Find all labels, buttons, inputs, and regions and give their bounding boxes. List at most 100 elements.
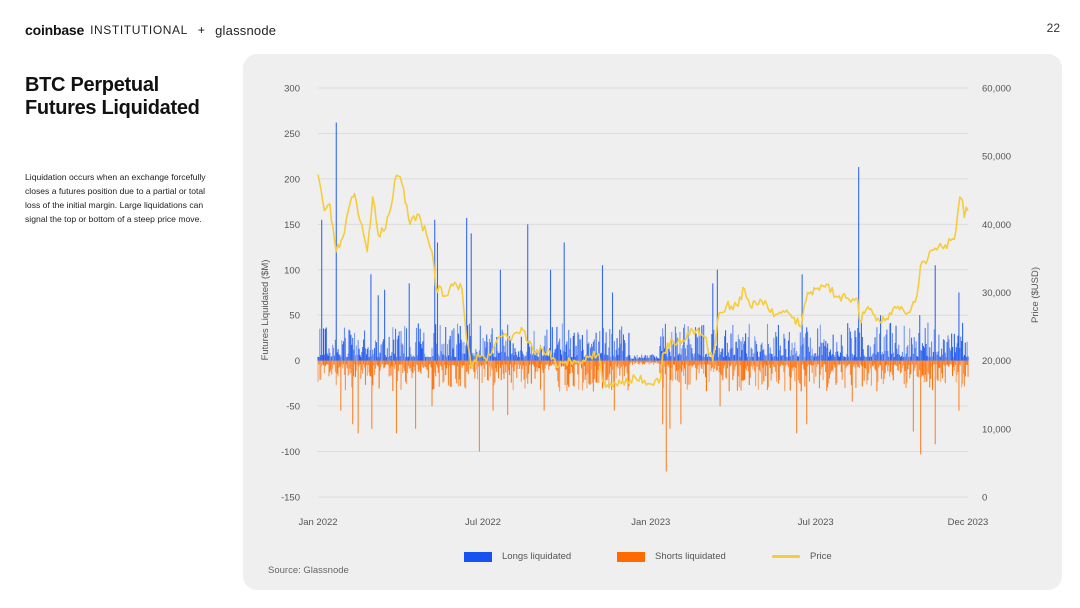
y-tick-label: -150 [281,493,300,504]
shorts-bar [330,360,332,371]
shorts-bar [351,360,353,388]
shorts-bar [541,360,543,371]
shorts-bar [962,360,964,384]
longs-bar [772,357,774,361]
longs-bar [579,339,581,361]
shorts-bar [910,360,912,375]
shorts-bar [642,360,645,364]
shorts-bar [379,360,381,371]
longs-bar [334,339,336,361]
shorts-bar [859,360,861,369]
longs-bar [810,355,812,361]
longs-bar [859,332,861,361]
longs-bar [491,328,493,361]
longs-bar [906,346,908,361]
longs-bar [400,331,402,361]
longs-bar [788,331,790,361]
shorts-bar [384,360,387,365]
longs-bar [450,356,452,361]
shorts-bar [810,360,812,366]
shorts-bar [796,360,798,434]
shorts-bar [955,360,957,383]
shorts-bar [956,360,958,375]
longs-bar [879,315,882,361]
longs-bar [428,357,430,361]
longs-bar [474,356,476,361]
shorts-bar [482,360,484,365]
longs-bar [325,327,327,361]
longs-bar [477,356,480,361]
shorts-bar [652,360,654,363]
shorts-bar [374,360,377,369]
longs-bar [654,358,656,361]
shorts-bar [591,360,594,383]
longs-bar [916,355,918,361]
longs-bar [571,356,573,361]
shorts-bar [424,360,426,367]
shorts-bar [542,360,544,374]
longs-bar [621,350,624,361]
shorts-bar [446,360,448,369]
longs-bar [419,328,421,361]
shorts-bar [499,360,501,368]
longs-bar [867,345,869,361]
longs-bar [614,356,616,361]
longs-bar [399,356,401,361]
shorts-bar [518,360,520,365]
longs-bar [918,332,920,361]
longs-bar [807,346,810,361]
longs-bar [539,349,541,361]
longs-bar [691,348,693,361]
longs-bar [877,351,879,361]
shorts-bar [321,360,323,367]
longs-bar [629,355,631,361]
shorts-bar [326,360,328,365]
longs-bar [809,337,811,361]
longs-bar [761,342,763,361]
longs-bar [688,338,690,361]
shorts-bar [363,360,366,368]
longs-bar [560,354,563,361]
longs-bar [915,341,917,361]
longs-bar [963,354,965,361]
longs-bar [748,323,750,361]
shorts-bar [937,360,939,381]
longs-bars [317,122,969,361]
shorts-bar [435,360,437,377]
shorts-bar [900,360,902,374]
shorts-bar [698,360,700,373]
shorts-bar [530,360,532,384]
shorts-bar [944,360,946,384]
longs-bar [686,344,688,361]
shorts-bar [449,360,451,387]
longs-bar [365,354,367,361]
longs-bar [827,343,829,361]
shorts-bar [655,360,657,362]
longs-bar [938,334,940,361]
longs-bar [574,357,576,361]
shorts-bar [871,360,873,366]
longs-bar [677,355,679,361]
shorts-bars [317,360,969,472]
longs-bar [388,336,390,361]
longs-bar [943,340,945,361]
longs-bar [618,347,620,361]
y-tick-label: 200 [284,174,300,185]
longs-bar [635,358,637,361]
longs-bar [559,349,562,361]
longs-bar [792,355,794,361]
shorts-bar [935,360,937,365]
longs-bar [851,353,853,361]
longs-bar [340,356,342,361]
longs-bar [607,355,609,361]
shorts-bar [537,360,539,372]
longs-bar [353,349,355,361]
shorts-bar [897,360,899,371]
longs-bar [653,356,655,361]
shorts-bar [644,360,646,364]
longs-bar [570,357,573,361]
longs-bar [855,337,857,361]
longs-bar [518,356,521,361]
longs-bar [580,339,582,361]
shorts-bar [818,360,821,389]
